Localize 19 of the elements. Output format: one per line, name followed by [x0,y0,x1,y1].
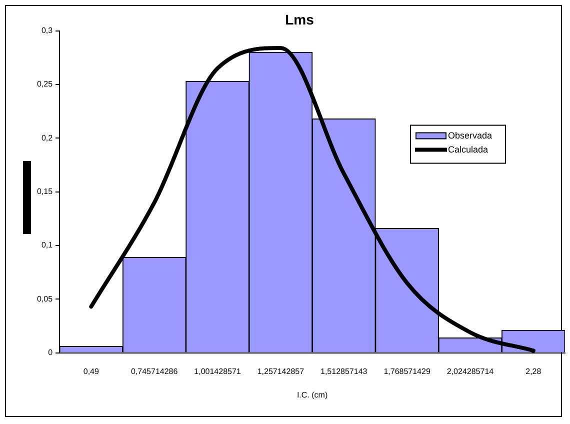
x-tick-label: 1,512857143 [320,366,368,376]
legend-label: Calculada [448,144,488,154]
x-tick-label: 0,745714286 [130,366,178,376]
x-tick-label: 1,001428571 [194,366,242,376]
x-tick-label: 2,024285714 [446,366,494,376]
y-tick-label: 0 [48,348,54,358]
x-tick-label: 0,49 [83,366,100,376]
y-tick-label: 0,15 [36,187,54,196]
legend-label: Observada [448,130,492,140]
chart-title: Lms [285,11,314,28]
y-tick-label: 0,2 [41,133,54,142]
x-tick-label: 1,768571429 [384,366,431,376]
y-tick-label: 0,05 [36,294,54,304]
x-tick-label: 2,28 [526,366,542,376]
x-tick-label: 1,257142857 [257,366,305,376]
x-axis-title: I.C. (cm) [296,390,328,400]
y-tick-label: 0,3 [41,26,54,36]
y-tick-label: 0,25 [36,80,54,89]
y-tick-label: 0,1 [41,240,54,250]
